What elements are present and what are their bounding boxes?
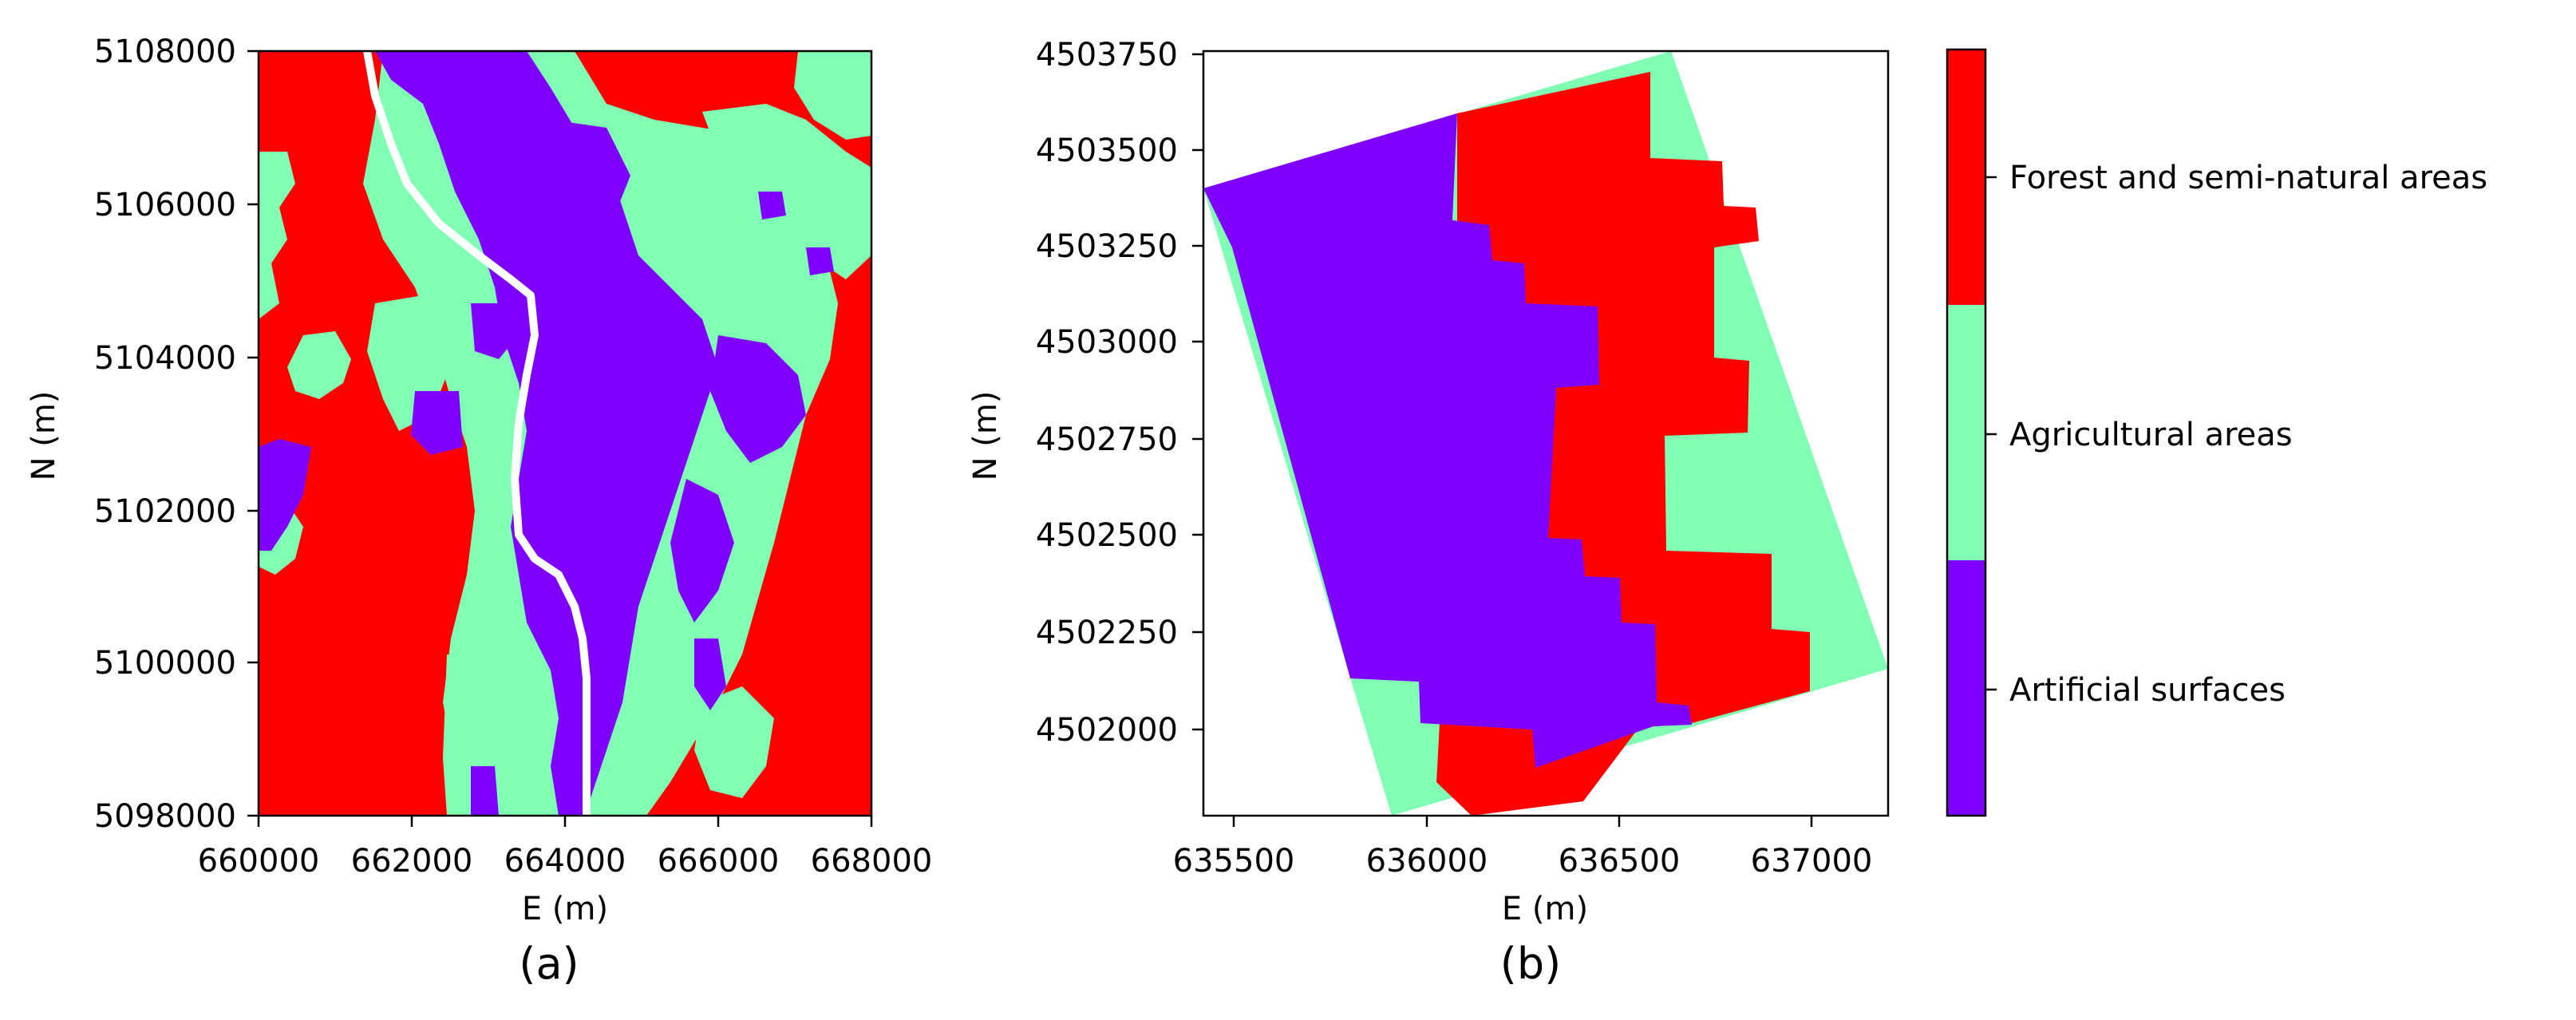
legend-label-artificial: Artificial surfaces [2009, 672, 2286, 709]
panel-a-ytick-label: 5106000 [94, 187, 236, 223]
urban-west-patch [411, 391, 463, 455]
urban-east-tongue [670, 479, 734, 623]
panel-a-ytick-label: 5098000 [94, 798, 236, 835]
panel-b-xlabel: E (m) [1502, 891, 1588, 927]
legend-label-agricultural: Agricultural areas [2009, 417, 2293, 453]
panel-b-map [1203, 51, 1888, 816]
panel-a-xtick-label: 662000 [351, 843, 473, 880]
urban-far-west [259, 439, 311, 551]
panel-a-xtick-label: 666000 [658, 843, 780, 880]
panel-a-xtick-label: 664000 [504, 843, 626, 880]
panel-b-ytick-label: 4502500 [1036, 517, 1178, 554]
panel-a-ytick-label: 5100000 [94, 645, 236, 682]
panel-a: 660000 662000 664000 666000 668000 50980… [26, 34, 932, 989]
colorbar-legend: Forest and semi-natural areas Agricultur… [1946, 48, 2487, 817]
agri-zone-northeast [702, 104, 871, 279]
panel-b-xticks: 635500 636000 636500 637000 [1173, 816, 1873, 880]
colorbar-swatch-forest [1947, 49, 1985, 305]
panel-a-ylabel: N (m) [26, 391, 62, 481]
panel-b-ytick-label: 4503750 [1036, 37, 1178, 73]
panel-b-ytick-label: 4503000 [1036, 324, 1178, 361]
colorbar-frame [1946, 48, 1987, 817]
colorbar-swatch-agricultural [1947, 305, 1985, 560]
urban-north-lobe [551, 120, 630, 215]
agri-zone-west-patch [287, 331, 351, 399]
urban-core [375, 51, 718, 816]
panel-a-ytick-label: 5104000 [94, 340, 236, 377]
agri-zone-west-strip [259, 152, 295, 319]
panel-a-label: (a) [519, 939, 579, 989]
agri-zone-southeast [694, 686, 774, 798]
panel-a-yticks: 5098000 5100000 5102000 5104000 5106000 … [94, 34, 259, 835]
panel-a-artificial-surfaces [259, 51, 834, 816]
urban-south-tip [471, 766, 499, 816]
panel-b-xtick-label: 635500 [1173, 843, 1295, 880]
panel-a-ytick-label: 5102000 [94, 493, 236, 530]
panel-b-ytick-label: 4502000 [1036, 712, 1178, 749]
legend-label-forest: Forest and semi-natural areas [2009, 160, 2487, 196]
panel-a-ytick-label: 5108000 [94, 34, 236, 70]
panel-b: 635500 636000 636500 637000 4502000 4502… [967, 37, 1890, 989]
urban-east-branch [710, 335, 806, 463]
panel-a-map [259, 51, 871, 816]
panel-b-artificial-region [1203, 113, 1692, 768]
panel-b-ytick-label: 4502250 [1036, 615, 1178, 651]
panel-b-yticks: 4502000 4502250 4502500 4502750 4503000 … [1036, 37, 1203, 749]
panel-b-xtick-label: 637000 [1751, 843, 1873, 880]
panel-a-xtick-label: 668000 [811, 843, 933, 880]
panel-a-xtick-label: 660000 [198, 843, 320, 880]
panel-b-ylabel: N (m) [967, 391, 1004, 481]
colorbar-swatch-artificial [1947, 560, 1985, 816]
panel-b-xtick-label: 636500 [1559, 843, 1681, 880]
urban-e-speck [806, 247, 834, 275]
panel-a-xlabel: E (m) [522, 891, 608, 927]
panel-b-frame [1202, 49, 1890, 817]
panel-b-ytick-label: 4503250 [1036, 228, 1178, 265]
agri-zone-ne-corner [794, 51, 871, 140]
urban-nw-patch [471, 303, 519, 359]
urban-se-patch [694, 638, 726, 710]
panel-b-ytick-label: 4503500 [1036, 132, 1178, 169]
panel-a-river [363, 51, 591, 816]
panel-a-xticks: 660000 662000 664000 666000 668000 [198, 816, 933, 880]
panel-b-ytick-label: 4502750 [1036, 421, 1178, 458]
panel-b-label: (b) [1500, 939, 1561, 989]
urban-ne-speck [758, 192, 786, 219]
panel-b-xtick-label: 636000 [1366, 843, 1488, 880]
